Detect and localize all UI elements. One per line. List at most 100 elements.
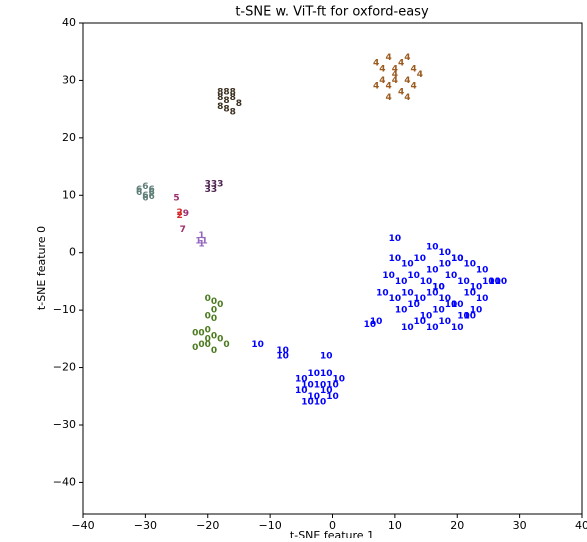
point-label: 10 [457, 277, 470, 287]
point-label: 10 [332, 375, 345, 385]
point-label: 10 [301, 380, 314, 390]
point-label: 4 [404, 93, 410, 103]
point-label: 0 [211, 331, 217, 341]
point-label: 8 [230, 87, 236, 97]
x-tick-label: −20 [196, 519, 219, 532]
point-label: 0 [205, 311, 211, 321]
point-label: 8 [223, 105, 229, 115]
y-tick-label: −20 [53, 361, 76, 374]
point-label: 10 [295, 386, 308, 396]
point-label: 10 [389, 234, 402, 244]
point-label: 10 [426, 265, 439, 275]
point-label: 10 [470, 283, 483, 293]
point-label: 6 [142, 194, 148, 204]
point-label: 8 [223, 96, 229, 106]
plot-frame [82, 22, 583, 515]
point-label: 10 [276, 352, 289, 362]
point-label: 10 [395, 277, 408, 287]
x-tick-label: 10 [388, 519, 402, 532]
point-label: 3 [217, 179, 223, 189]
point-label: 10 [451, 323, 464, 333]
point-label: 10 [370, 317, 383, 327]
point-label: 10 [401, 260, 414, 270]
point-label: 3 [211, 185, 217, 195]
point-label: 2 [177, 211, 183, 221]
point-label: 10 [439, 317, 452, 327]
point-label: 10 [389, 294, 402, 304]
point-label: 0 [217, 334, 223, 344]
point-label: 10 [389, 254, 402, 264]
point-label: 4 [417, 70, 423, 80]
point-label: 1 [198, 231, 204, 241]
point-label: 10 [463, 311, 476, 321]
point-label: 0 [205, 326, 211, 336]
point-label: 10 [364, 320, 377, 330]
point-label: 2 [177, 208, 183, 218]
point-label: 6 [148, 185, 154, 195]
point-label: 4 [398, 59, 404, 69]
point-label: 5 [173, 194, 179, 204]
point-label: 4 [410, 82, 416, 92]
point-label: 10 [326, 380, 339, 390]
point-label: 4 [404, 76, 410, 86]
point-label: 0 [192, 343, 198, 353]
point-label: 4 [379, 76, 385, 86]
point-label: 6 [142, 182, 148, 192]
point-label: 1 [198, 240, 204, 250]
point-label: 10 [445, 271, 458, 281]
point-label: 10 [426, 323, 439, 333]
point-label: 1 [195, 237, 201, 247]
point-label: 4 [392, 64, 398, 74]
chart-title: t-SNE w. ViT-ft for oxford-easy [235, 5, 429, 20]
point-label: 10 [407, 300, 420, 310]
point-label: 10 [476, 294, 489, 304]
x-tick-label: −30 [134, 519, 157, 532]
point-label: 4 [392, 76, 398, 86]
point-label: 10 [439, 294, 452, 304]
point-label: 1 [201, 237, 207, 247]
point-label: 4 [392, 70, 398, 80]
point-label: 10 [308, 392, 321, 402]
point-label: 0 [211, 314, 217, 324]
x-tick-label: −10 [259, 519, 282, 532]
point-label: 10 [432, 283, 445, 293]
point-label: 7 [180, 225, 186, 235]
point-label: 0 [205, 340, 211, 350]
point-label: 10 [432, 283, 445, 293]
point-label: 10 [426, 242, 439, 252]
point-label: 10 [314, 380, 327, 390]
point-label: 8 [230, 108, 236, 118]
point-label: 10 [314, 398, 327, 408]
point-label: 4 [379, 64, 385, 74]
point-label: 10 [420, 311, 433, 321]
point-label: 0 [198, 329, 204, 339]
y-tick-label: 20 [62, 131, 76, 144]
point-label: 10 [451, 300, 464, 310]
y-tick-label: 30 [62, 73, 76, 86]
point-label: 10 [476, 265, 489, 275]
point-label: 10 [414, 317, 427, 327]
x-tick-label: −40 [71, 519, 94, 532]
point-label: 0 [223, 340, 229, 350]
y-tick-label: −10 [53, 303, 76, 316]
point-label: 10 [439, 248, 452, 258]
y-tick-label: 40 [62, 16, 76, 29]
point-label: 10 [482, 277, 495, 287]
point-label: 8 [230, 93, 236, 103]
point-label: 0 [211, 297, 217, 307]
point-label: 8 [236, 99, 242, 109]
point-label: 0 [192, 329, 198, 339]
point-label: 6 [136, 185, 142, 195]
point-label: 10 [414, 254, 427, 264]
point-label: 4 [410, 64, 416, 74]
point-label: 10 [439, 260, 452, 270]
point-label: 10 [326, 392, 339, 402]
point-label: 0 [205, 334, 211, 344]
point-label: 4 [398, 87, 404, 97]
x-tick-label: 20 [450, 519, 464, 532]
point-label: 0 [211, 306, 217, 316]
y-axis-label: t-SNE feature 0 [35, 226, 48, 310]
point-label: 10 [251, 340, 264, 350]
point-label: 8 [217, 93, 223, 103]
